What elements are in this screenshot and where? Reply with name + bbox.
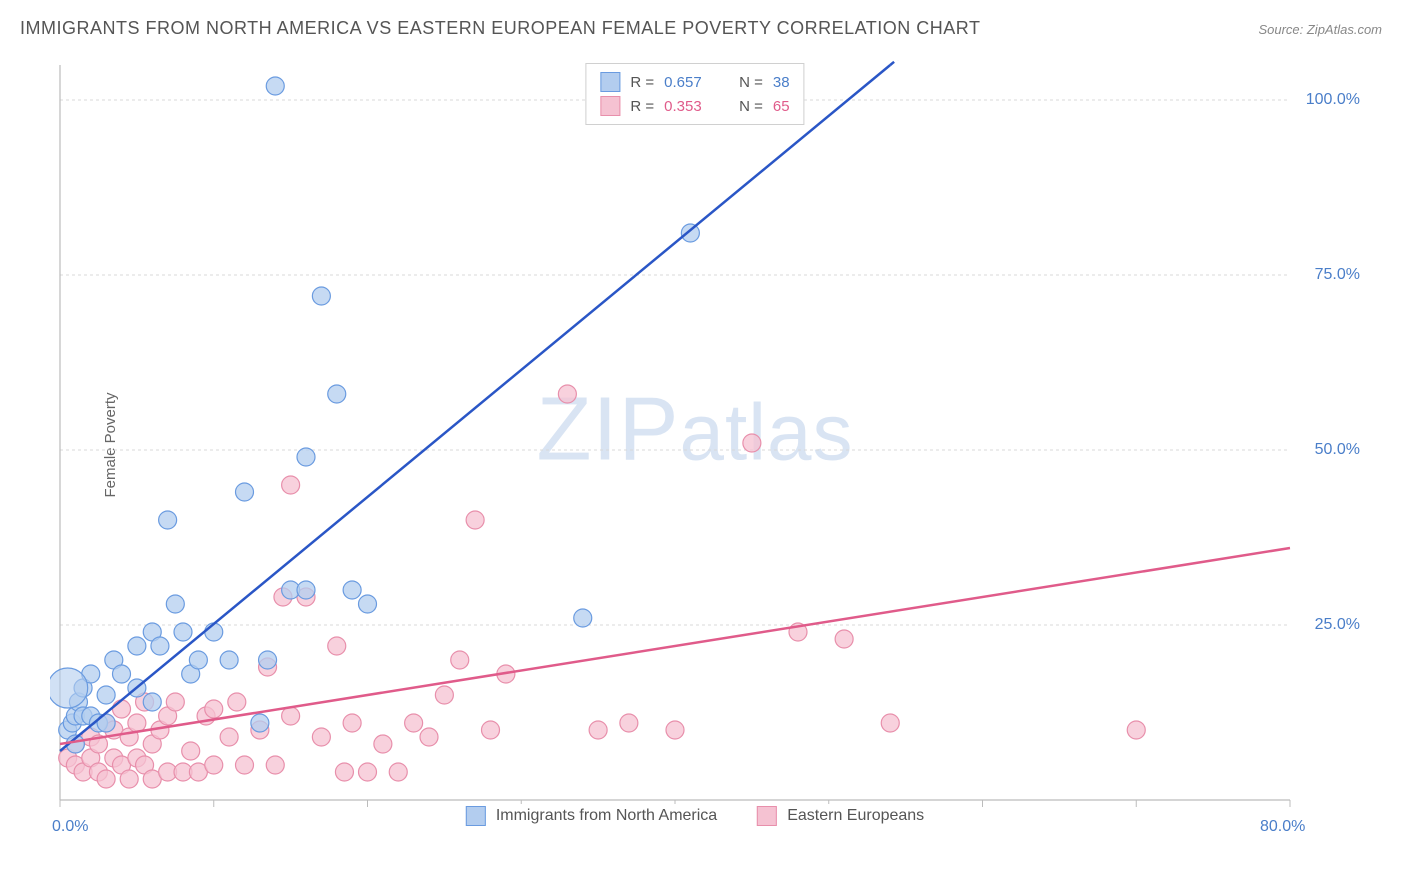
y-tick-label: 25.0%	[1315, 616, 1360, 634]
legend-label-series1: Immigrants from North America	[496, 807, 717, 825]
legend-swatch-series2	[600, 96, 620, 116]
legend-item-series1: Immigrants from North America	[466, 806, 717, 826]
n-value-series1: 38	[773, 74, 790, 91]
y-tick-label: 50.0%	[1315, 441, 1360, 459]
y-tick-label: 100.0%	[1306, 91, 1360, 109]
source-attribution: Source: ZipAtlas.com	[1258, 22, 1382, 37]
n-label: N =	[739, 74, 763, 91]
x-tick-label: 80.0%	[1260, 818, 1305, 836]
legend-swatch-icon	[466, 806, 486, 826]
chart-canvas	[50, 60, 1340, 830]
n-value-series2: 65	[773, 98, 790, 115]
chart-title: IMMIGRANTS FROM NORTH AMERICA VS EASTERN…	[20, 18, 980, 39]
r-value-series1: 0.657	[664, 74, 719, 91]
legend-item-series2: Eastern Europeans	[757, 806, 924, 826]
legend-swatch-series1	[600, 72, 620, 92]
r-label: R =	[630, 98, 654, 115]
x-tick-label: 0.0%	[52, 818, 88, 836]
y-tick-label: 75.0%	[1315, 266, 1360, 284]
legend-swatch-icon	[757, 806, 777, 826]
legend-row-series1: R = 0.657 N = 38	[600, 70, 789, 94]
legend-row-series2: R = 0.353 N = 65	[600, 94, 789, 118]
legend-label-series2: Eastern Europeans	[787, 807, 924, 825]
r-label: R =	[630, 74, 654, 91]
series-legend: Immigrants from North America Eastern Eu…	[456, 804, 934, 828]
n-label: N =	[739, 98, 763, 115]
r-value-series2: 0.353	[664, 98, 719, 115]
correlation-legend: R = 0.657 N = 38 R = 0.353 N = 65	[585, 63, 804, 125]
plot-area: Female Poverty ZIPatlas R = 0.657 N = 38…	[50, 60, 1340, 830]
